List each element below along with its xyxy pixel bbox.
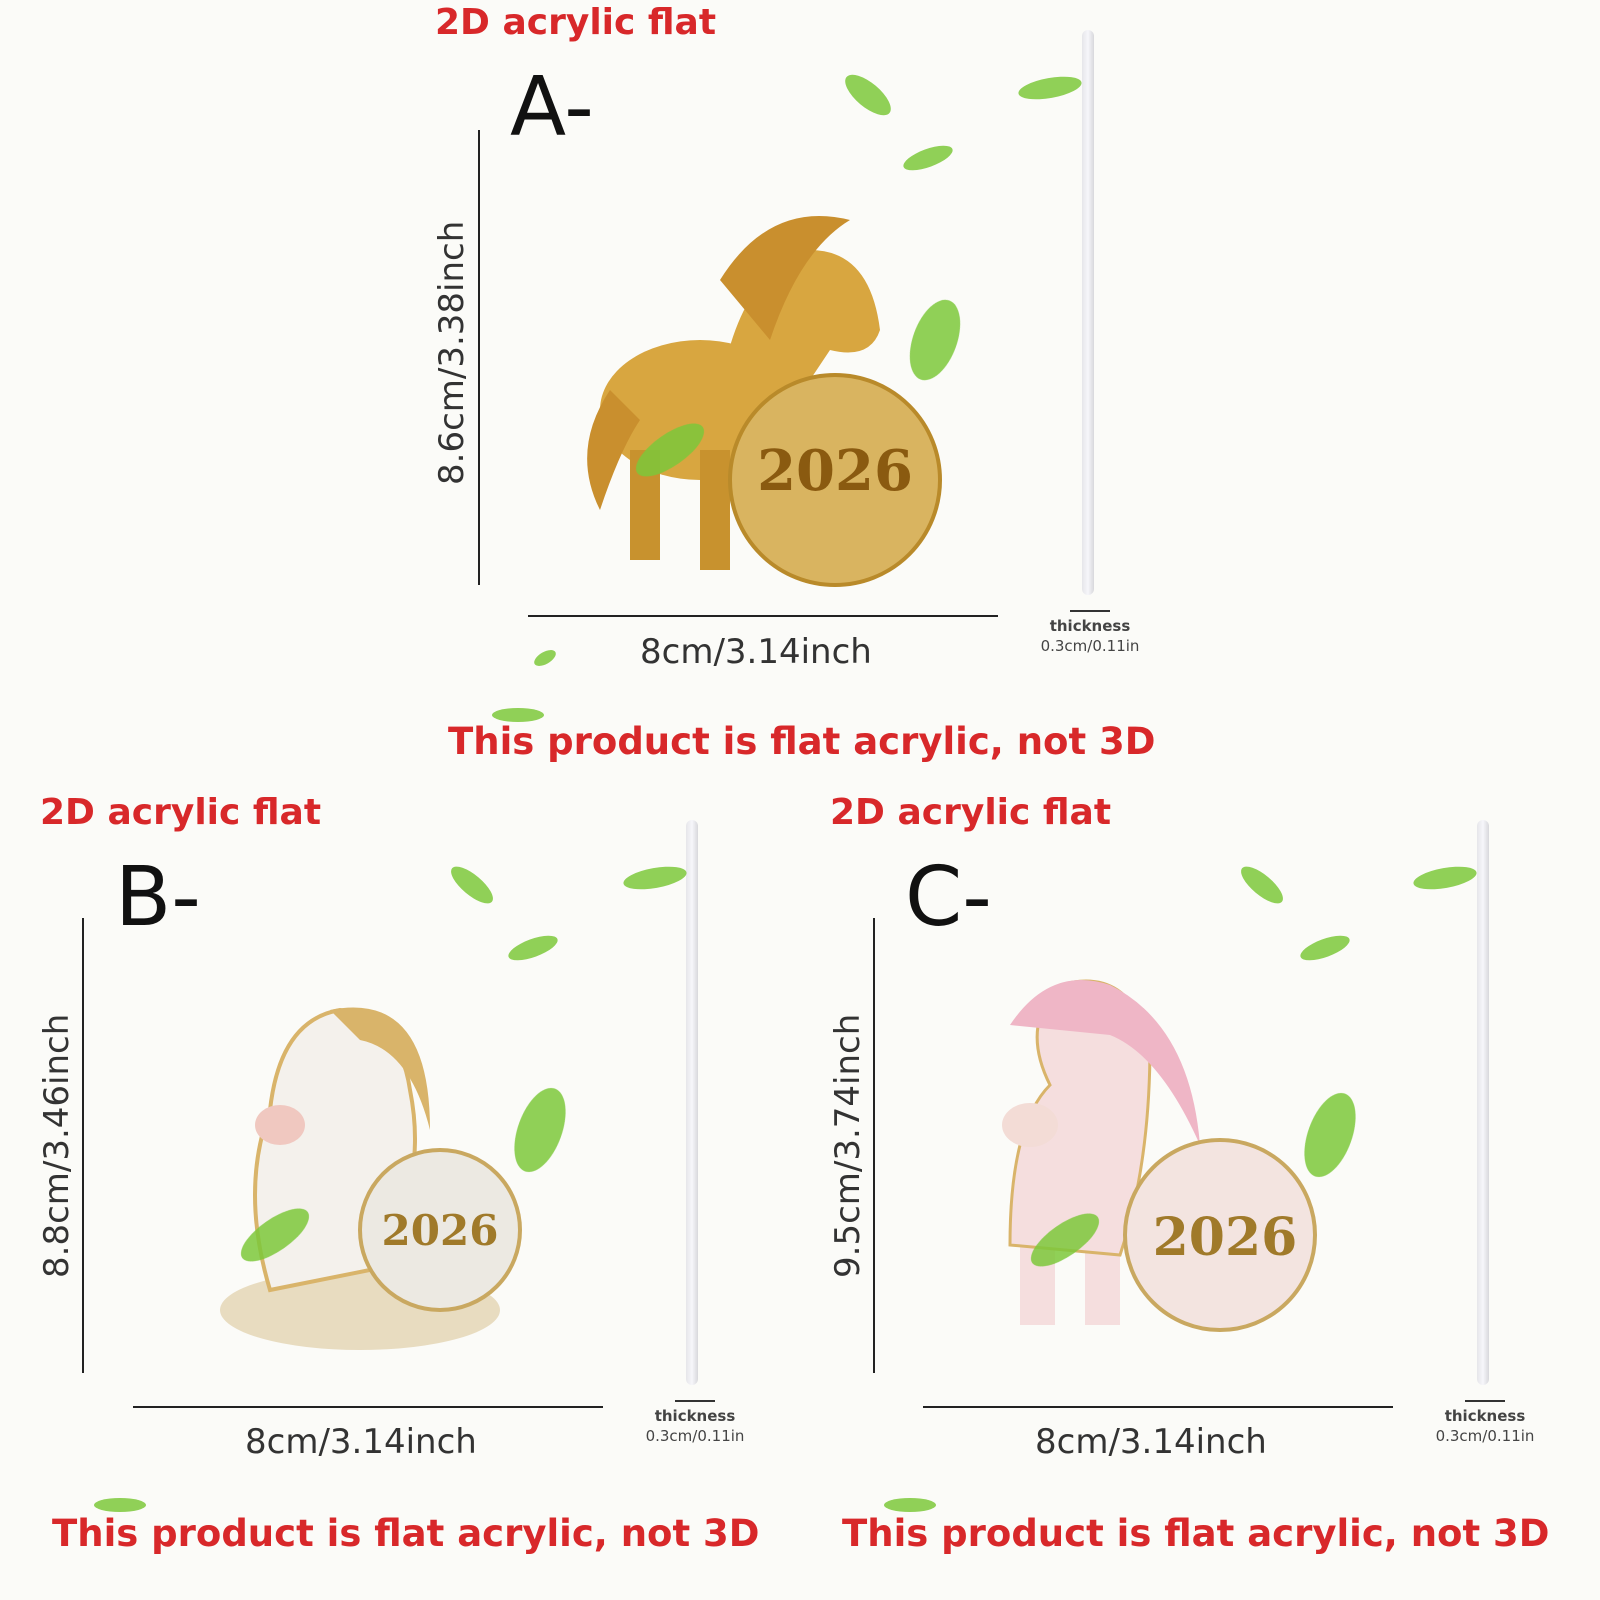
- leaf-icon: [94, 1498, 146, 1512]
- width-label: 8cm/3.14inch: [640, 632, 872, 672]
- horse-figure-white: 2026: [220, 1007, 522, 1350]
- thickness-value: 0.3cm/0.11in: [1435, 1427, 1535, 1445]
- flat-acrylic-note: This product is flat acrylic, not 3D: [52, 1512, 760, 1555]
- leaf-icon: [903, 145, 953, 171]
- thickness-label: thickness: [654, 1407, 736, 1425]
- thickness-marker: [1070, 610, 1110, 612]
- width-arrow: [133, 1406, 603, 1408]
- ball-year-text: 2026: [1153, 1207, 1298, 1268]
- leaf-icon: [1018, 76, 1082, 100]
- panel-header: 2D acrylic flat: [830, 792, 1112, 833]
- height-label: 8.8cm/3.46inch: [37, 1013, 77, 1278]
- flat-acrylic-note: This product is flat acrylic, not 3D: [448, 720, 1156, 763]
- width-arrow: [923, 1406, 1393, 1408]
- leaf-icon: [451, 866, 493, 904]
- variant-label: A-: [510, 60, 594, 155]
- thickness-info: thickness 0.3cm/0.11in: [635, 1400, 755, 1446]
- thickness-info: thickness 0.3cm/0.11in: [1030, 610, 1150, 656]
- horse-figure-pink: 2026: [1002, 979, 1317, 1332]
- leaf-icon: [845, 74, 891, 116]
- thickness-info: thickness 0.3cm/0.11in: [1425, 1400, 1545, 1446]
- height-arrow: [478, 130, 480, 585]
- thickness-value: 0.3cm/0.11in: [1040, 637, 1140, 655]
- height-label: 8.6cm/3.38inch: [432, 220, 472, 485]
- acrylic-edge-rod: [1477, 820, 1489, 1385]
- leaf-icon: [534, 650, 556, 666]
- width-arrow: [528, 615, 998, 617]
- thickness-marker: [1465, 1400, 1505, 1402]
- variant-label: C-: [905, 850, 992, 945]
- thickness-value: 0.3cm/0.11in: [645, 1427, 745, 1445]
- thickness-marker: [675, 1400, 715, 1402]
- horse-figure-gold: 2026: [587, 216, 942, 587]
- height-arrow: [873, 918, 875, 1373]
- ball-year-text: 2026: [757, 438, 913, 504]
- panel-header: 2D acrylic flat: [40, 792, 322, 833]
- thickness-label: thickness: [1049, 617, 1131, 635]
- flat-acrylic-note: This product is flat acrylic, not 3D: [842, 1512, 1550, 1555]
- height-arrow: [82, 918, 84, 1373]
- leaf-icon: [1241, 866, 1283, 904]
- leaf-icon: [508, 935, 558, 961]
- variant-label: B-: [115, 850, 201, 945]
- acrylic-edge-rod: [1082, 30, 1094, 595]
- width-label: 8cm/3.14inch: [245, 1422, 477, 1462]
- panel-header: 2D acrylic flat: [435, 2, 717, 43]
- thickness-label: thickness: [1444, 1407, 1526, 1425]
- acrylic-edge-rod: [686, 820, 698, 1385]
- leaf-icon: [1413, 866, 1477, 890]
- height-label: 9.5cm/3.74inch: [828, 1013, 868, 1278]
- leaf-icon: [1300, 935, 1350, 961]
- leaf-icon: [623, 866, 687, 890]
- width-label: 8cm/3.14inch: [1035, 1422, 1267, 1462]
- leaf-icon: [884, 1498, 936, 1512]
- ball-year-text: 2026: [382, 1206, 499, 1255]
